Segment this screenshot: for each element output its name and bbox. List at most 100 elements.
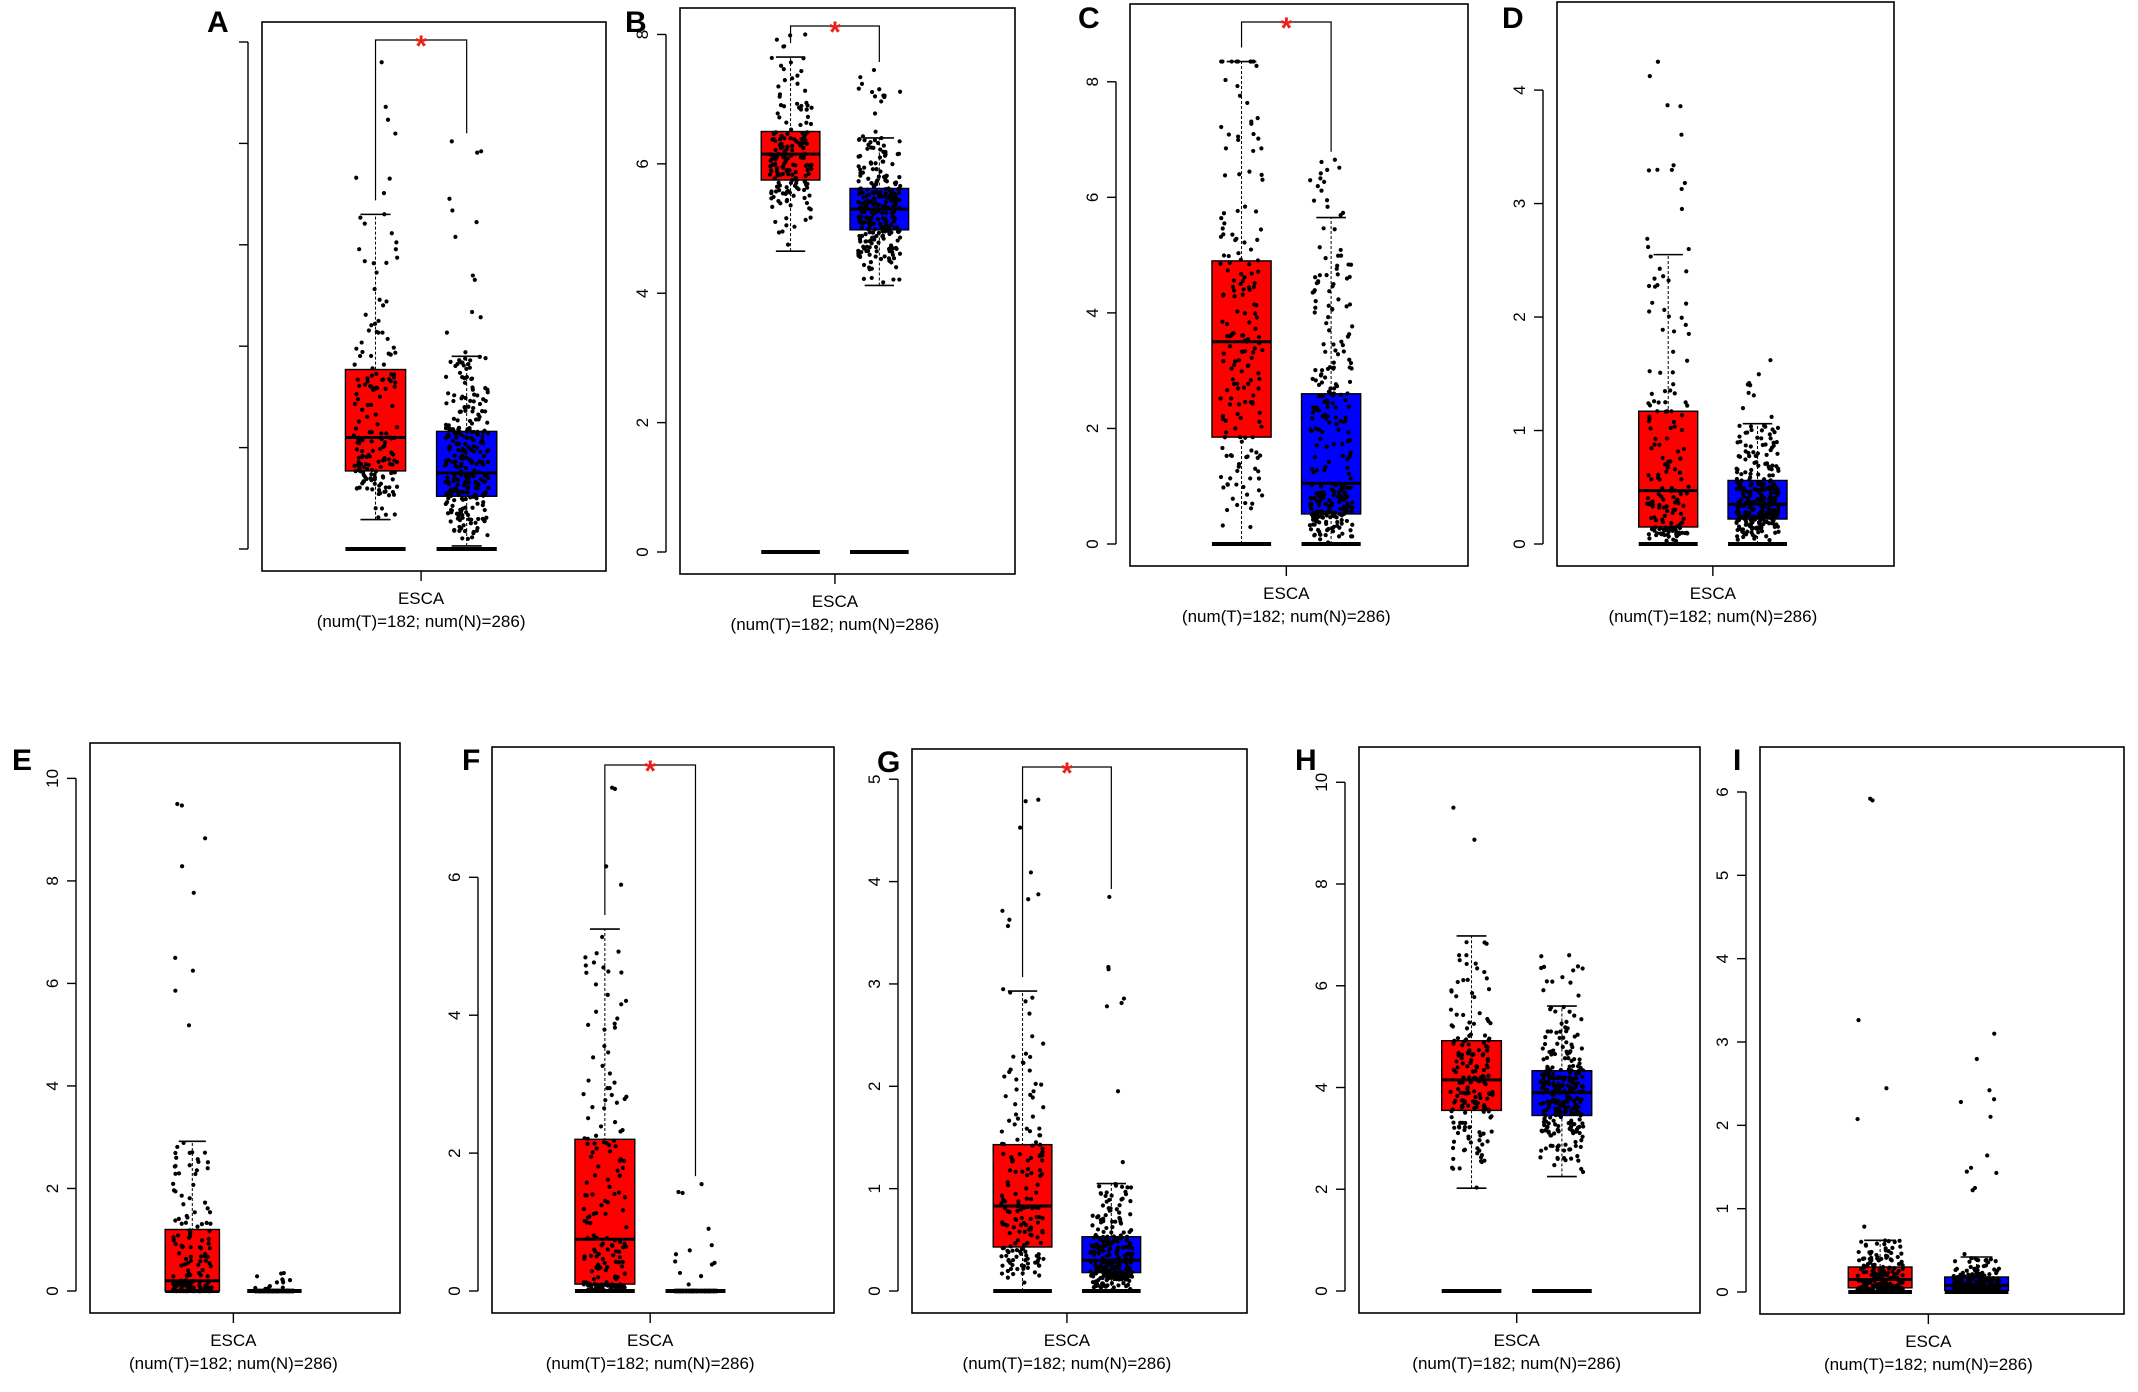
panel-f-tumor-point (588, 1221, 593, 1226)
panel-h-tumor-point (1451, 805, 1456, 810)
panel-b-normal-point (882, 204, 888, 209)
panel-c-tumor-point (1255, 455, 1260, 460)
panel-d-tumor-point (1663, 525, 1668, 530)
panel-a-normal-point (455, 482, 460, 487)
panel-b-tumor-point (770, 156, 775, 162)
panel-a-normal-point (463, 479, 469, 484)
panel-a-normal-point (443, 422, 449, 427)
panel-b-tumor-point (784, 216, 789, 221)
panel-a-normal-point (481, 454, 486, 459)
panel-a-normal-point (460, 456, 465, 461)
panel-h-normal-point (1571, 968, 1576, 973)
panel-d-normal-point (1737, 434, 1742, 439)
panel-d-tumor-point (1654, 532, 1659, 538)
panel-g-tumor-point (1033, 1081, 1038, 1086)
panel-h-normal-point (1577, 1117, 1582, 1122)
panel-g-normal-point (1127, 1278, 1132, 1284)
panel-e-tumor-point (183, 1220, 188, 1225)
panel-a-normal-point (460, 536, 465, 541)
panel-d-tumor-point (1686, 246, 1691, 252)
panel-d-dataset-label: ESCA (1690, 584, 1737, 603)
panel-d-normal-point (1752, 460, 1757, 465)
panel-a-tumor-point (379, 60, 384, 65)
panel-e-tumor-point (173, 1171, 178, 1176)
panel-d-tumor-point (1657, 526, 1662, 532)
panel-g-normal-point (1088, 1259, 1094, 1264)
panel-g-normal-point (1125, 1185, 1130, 1190)
panel-a-normal-point (447, 444, 452, 449)
panel-b-tumor-point (771, 136, 777, 142)
panel-g-normal-point (1093, 1232, 1098, 1238)
panel-c-normal-point (1348, 476, 1353, 481)
panel-b-normal-point (876, 202, 881, 207)
panel-i-tumor-point (1872, 1277, 1878, 1283)
panel-g-tumor-point (1008, 1244, 1013, 1249)
panel-d-tumor-point (1666, 534, 1671, 539)
panel-i-normal-point (1958, 1099, 1964, 1105)
panel-a-tumor-box (344, 368, 407, 472)
panel-h-normal-point (1541, 1101, 1546, 1106)
panel-h-normal-point (1567, 953, 1572, 958)
panel-c-tumor-point (1246, 262, 1252, 267)
panel-a-tumor-point (368, 476, 373, 481)
panel-e-normal-point (267, 1284, 272, 1289)
panel-a-normal-point (486, 448, 491, 453)
panel-d-normal-point (1751, 499, 1757, 504)
panel-f-tumor-point (621, 1158, 627, 1164)
panel-e-tumor-points (170, 801, 214, 1294)
panel-h-ytick-label: 0 (1312, 1286, 1331, 1295)
panel-a-normal-point (456, 427, 461, 432)
panel-i-tumor-point (1861, 1265, 1866, 1270)
panel-h-normal-point (1541, 1119, 1547, 1125)
panel-a-significance-star: * (415, 30, 427, 63)
panel-h-tumor-point (1463, 1038, 1468, 1043)
panel-g-normal-point (1101, 1249, 1106, 1254)
panel-a-tumor-point (391, 375, 397, 380)
panel-c-normal-point (1335, 523, 1340, 528)
panel-f-normal-point (710, 1288, 715, 1294)
panel-h-normal-point (1550, 1065, 1555, 1070)
panel-c-normal-point (1335, 263, 1340, 268)
panel-g-tumor-point (1015, 1209, 1020, 1214)
panel-a-normal-point (455, 516, 460, 521)
panel-c-normal-point (1341, 349, 1346, 354)
panel-a-normal-point (448, 519, 453, 524)
panel-g-normal-point (1117, 1210, 1122, 1215)
panel-d-normal-point (1757, 526, 1762, 531)
panel-f-tumor-point (620, 1259, 625, 1264)
panel-c-tumor-point (1235, 411, 1240, 417)
panel-c-ytick-label: 6 (1083, 193, 1102, 202)
panel-i-ytick-label: 5 (1713, 871, 1732, 880)
panel-i-tumor-point (1862, 1224, 1867, 1229)
panel-d-normal-point (1748, 444, 1753, 449)
panel-g-tumor-point (1029, 1171, 1034, 1176)
panel-i-tumor-point (1883, 1246, 1888, 1251)
panel-i-ytick-label: 6 (1713, 787, 1732, 796)
panel-a-tumor-point (358, 215, 363, 220)
panel-c-normal-point (1337, 506, 1343, 512)
panel-h-normal-point (1552, 1084, 1557, 1089)
panel-d-normal-point (1776, 490, 1781, 495)
panel-i-ytick-label: 4 (1713, 954, 1732, 963)
panel-h-normal-point (1576, 1158, 1581, 1163)
panel-b-tumor-point (805, 185, 810, 190)
panel-a-normal-point (460, 448, 465, 454)
panel-h-tumor-point (1485, 1057, 1490, 1062)
panel-a-normal-point (469, 376, 474, 382)
panel-c-tumor-point (1219, 216, 1224, 221)
panel-h-tumor-point (1474, 1064, 1479, 1069)
panel-a-tumor-point (362, 382, 368, 387)
panel-h-normal-point (1546, 1072, 1551, 1077)
panel-b-tumor-point (793, 163, 798, 168)
panel-b-normal-point (892, 180, 898, 186)
panel-h-tumor-point (1484, 1048, 1490, 1053)
panel-c-normal-point (1319, 380, 1325, 385)
panel-g-normal-point (1115, 1239, 1120, 1245)
panel-h-normal-point (1567, 1050, 1572, 1055)
panel-h-tumor-point (1481, 1052, 1486, 1057)
panel-b-normal-point (879, 99, 884, 104)
panel-b-normal-point (860, 134, 866, 139)
panel-c-tumor-point (1220, 445, 1225, 451)
panel-d-normal-point (1746, 497, 1751, 502)
panel-a-tumor-point (377, 297, 382, 302)
